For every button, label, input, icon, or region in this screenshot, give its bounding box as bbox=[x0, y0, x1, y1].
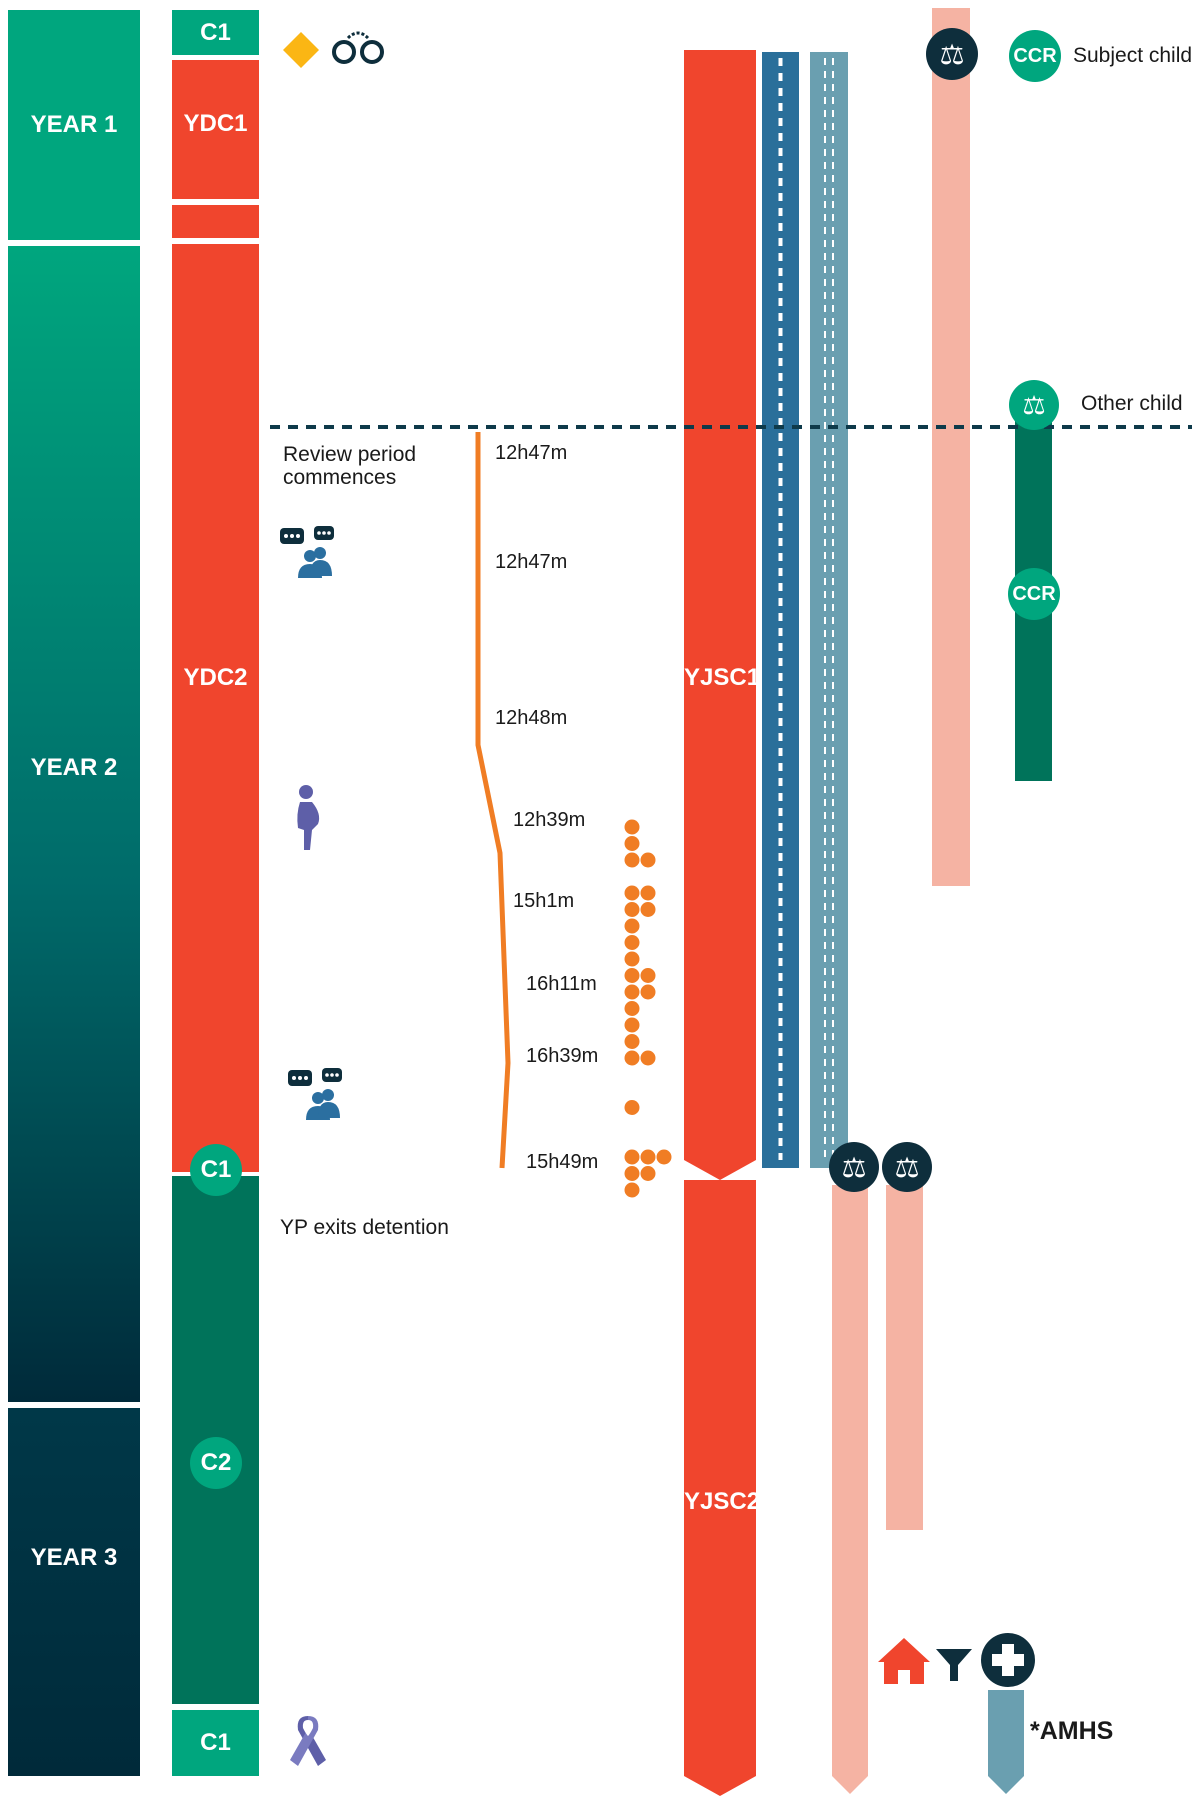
incident-dot bbox=[624, 951, 640, 967]
scales-of-justice-icon: ⚖ bbox=[882, 1142, 932, 1192]
house-icon bbox=[878, 1638, 930, 1684]
year-1-label: YEAR 1 bbox=[30, 111, 118, 138]
incident-dot bbox=[624, 935, 640, 950]
awareness-ribbon-icon bbox=[290, 1716, 326, 1766]
incident-dot bbox=[640, 902, 656, 917]
amhs-label: *AMHS bbox=[1030, 1717, 1114, 1745]
duration-label: 15h49m bbox=[526, 1151, 599, 1173]
incident-dot bbox=[624, 1182, 640, 1198]
ydc1-label: YDC1 bbox=[183, 110, 248, 137]
incident-dot bbox=[640, 1166, 656, 1181]
incident-dot bbox=[640, 968, 656, 983]
ccr-other-badge: CCR bbox=[1008, 568, 1060, 620]
incident-dot bbox=[624, 1149, 640, 1165]
yjsc1-bar bbox=[684, 50, 756, 1180]
incident-dot bbox=[640, 885, 656, 901]
scales-of-justice-icon: ⚖ bbox=[829, 1142, 879, 1192]
c1-exit-badge: C1 bbox=[190, 1144, 242, 1196]
people-chat-icon bbox=[288, 1068, 342, 1120]
year-2-label: YEAR 2 bbox=[30, 754, 118, 781]
duration-label: 12h39m bbox=[513, 809, 586, 831]
c1-top-label: C1 bbox=[200, 18, 231, 46]
incident-dot bbox=[656, 1149, 672, 1165]
orange-timeline bbox=[475, 432, 511, 1169]
duration-label: 16h11m bbox=[526, 973, 597, 995]
duration-label: 12h47m bbox=[495, 551, 568, 573]
people-chat-icon bbox=[280, 526, 334, 578]
duration-label: 12h48m bbox=[495, 707, 568, 729]
incident-dot bbox=[624, 984, 640, 1000]
incident-dot bbox=[624, 1100, 640, 1115]
c1-top-segment bbox=[172, 10, 259, 55]
warning-diamond-icon bbox=[283, 32, 319, 68]
subject-child-label: Subject child bbox=[1073, 44, 1193, 67]
medical-cross-icon bbox=[981, 1633, 1035, 1687]
incident-dot bbox=[624, 918, 640, 934]
court-order-bar-2 bbox=[886, 1185, 923, 1530]
incident-dot bbox=[624, 1050, 640, 1066]
court-order-bar-1 bbox=[832, 1185, 868, 1794]
handcuffs-icon bbox=[332, 31, 384, 64]
incident-dot bbox=[624, 1034, 640, 1049]
c1-bottom-segment bbox=[172, 1710, 259, 1776]
other-child-label: Other child bbox=[1081, 392, 1183, 415]
year-3-block bbox=[8, 1408, 140, 1776]
incident-dot bbox=[624, 1001, 640, 1016]
incident-dot bbox=[624, 902, 640, 917]
incident-dot bbox=[640, 1149, 656, 1165]
incident-dot bbox=[624, 836, 640, 851]
c1-bottom-label: C1 bbox=[200, 1729, 231, 1756]
yp-exits-label: YP exits detention bbox=[280, 1216, 449, 1239]
blue-bar bbox=[762, 52, 799, 1168]
scales-of-justice-icon: ⚖ bbox=[926, 28, 978, 80]
review-period-label: Review period commences bbox=[283, 443, 417, 489]
yjsc2-label: YJSC2 bbox=[684, 1488, 761, 1515]
ccr-legend-badge: CCR bbox=[1009, 30, 1061, 82]
scales-of-justice-icon: ⚖ bbox=[1009, 380, 1059, 430]
duration-label: 15h1m bbox=[513, 890, 575, 912]
pregnant-person-icon bbox=[297, 785, 320, 850]
incident-dot bbox=[624, 1166, 640, 1181]
incident-dot bbox=[640, 852, 656, 868]
ydc2-label: YDC2 bbox=[183, 664, 248, 691]
duration-label: 12h47m bbox=[495, 442, 568, 464]
ydc1-tail-segment bbox=[172, 205, 259, 238]
yjsc2-bar bbox=[684, 1180, 756, 1796]
incident-dot bbox=[640, 984, 656, 1000]
amhs-bar bbox=[988, 1690, 1024, 1794]
duration-label: 16h39m bbox=[526, 1045, 599, 1067]
year-3-label: YEAR 3 bbox=[30, 1544, 118, 1571]
incident-dot bbox=[624, 819, 640, 835]
yjsc1-label: YJSC1 bbox=[684, 664, 761, 691]
filter-icon bbox=[936, 1649, 972, 1681]
year-1-block bbox=[8, 10, 140, 240]
subject-child-court-bar bbox=[932, 8, 970, 886]
year-2-block bbox=[8, 246, 140, 1402]
steel-bar bbox=[810, 52, 848, 1168]
incident-dot bbox=[624, 885, 640, 901]
incident-dot bbox=[624, 968, 640, 983]
incident-dot bbox=[624, 852, 640, 868]
incident-dot bbox=[624, 1017, 640, 1033]
incident-dot bbox=[640, 1050, 656, 1066]
c2-badge: C2 bbox=[190, 1437, 242, 1489]
ydc2-segment bbox=[172, 244, 259, 1172]
incident-dots bbox=[624, 819, 672, 1198]
ydc1-segment bbox=[172, 60, 259, 199]
